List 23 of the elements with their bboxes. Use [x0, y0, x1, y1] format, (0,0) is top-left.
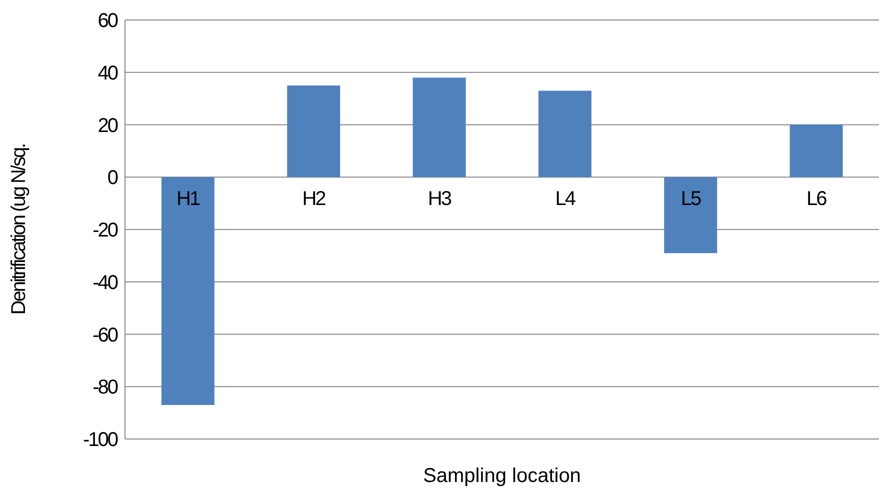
- x-axis-title: Sampling location: [423, 465, 581, 487]
- x-tick-label: H3: [428, 188, 452, 210]
- y-tick-label: 40: [98, 62, 118, 84]
- bar: [790, 124, 843, 178]
- y-tick-label: -20: [92, 220, 118, 242]
- y-tick-label: -40: [92, 272, 118, 294]
- y-axis-title: Denitrification (ug N/sq.: [8, 144, 30, 315]
- y-tick-label: 20: [98, 114, 118, 137]
- bar: [664, 177, 718, 254]
- bar: [412, 78, 466, 178]
- y-tick-label: -80: [92, 376, 118, 399]
- x-tick-label: L4: [555, 188, 576, 210]
- y-tick-label: -60: [92, 324, 118, 346]
- x-tick-label: L6: [806, 188, 828, 210]
- x-tick-label: H2: [302, 188, 326, 210]
- y-tick-label: -100: [82, 429, 118, 452]
- x-tick-label: L5: [680, 188, 702, 210]
- x-tick-label: H1: [176, 188, 200, 210]
- y-tick-label: 0: [107, 167, 118, 190]
- bar: [161, 177, 214, 405]
- bar: [287, 85, 340, 178]
- bar: [538, 90, 592, 178]
- y-tick-label: 60: [98, 10, 118, 32]
